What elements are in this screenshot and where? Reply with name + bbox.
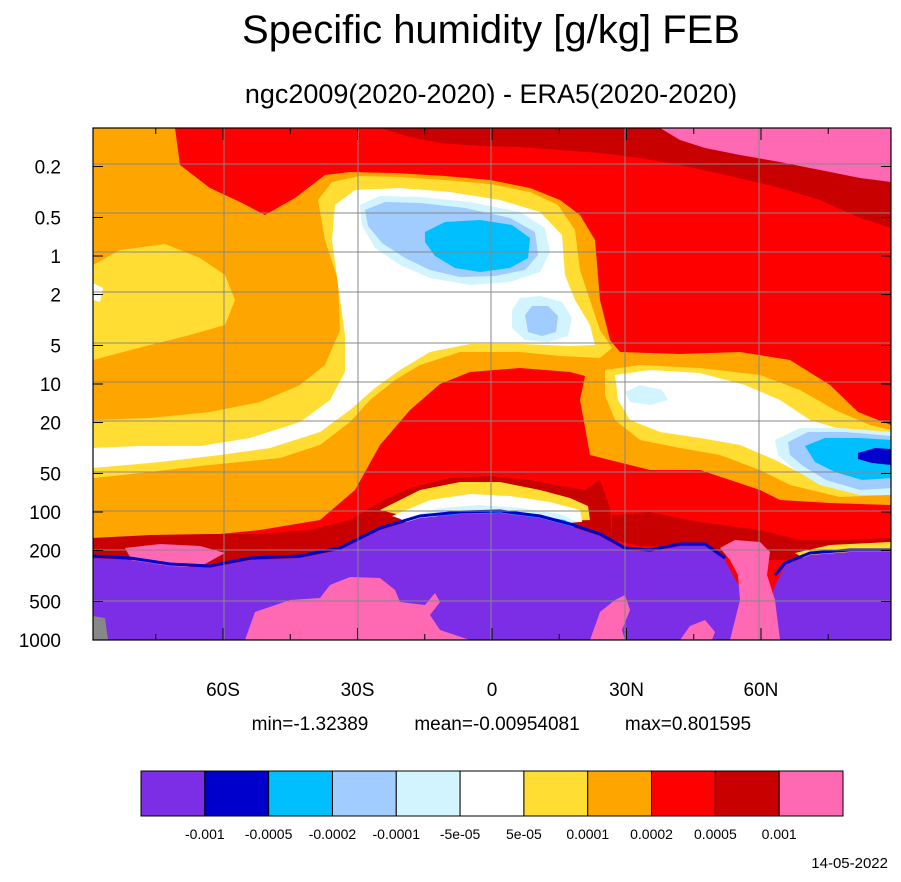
region-blue-right [858,448,891,465]
y-tick-label: 0.5 [35,208,61,229]
y-tick-label: 0.2 [35,158,61,179]
colorbar-swatch [459,770,525,817]
colorbar-label: -0.0001 [373,826,421,842]
x-tick-label: 30N [609,680,644,701]
y-tick-label: 1000 [19,631,61,652]
colorbar-swatch [395,770,461,817]
grid [93,128,891,640]
region-lightcyan-small [625,385,668,405]
colorbar-swatch [778,770,844,817]
colorbar-label: 0.0002 [630,826,673,842]
region-pink-plume [720,540,780,640]
y-tick-label: 200 [29,542,61,563]
y-tick-label: 100 [29,503,61,524]
region-deepsky-upper [425,220,530,272]
colorbar-label: 0.0005 [694,826,737,842]
colorbar-swatch [331,770,397,817]
colorbar: -0.001 -0.0005 -0.0002 -0.0001 -5e-05 5e-05 0.… [140,770,844,842]
region-missing [93,616,108,640]
stat-mean: mean=-0.00954081 [414,714,579,735]
region-pink-top [660,128,891,182]
x-tick-label: 30S [341,680,375,701]
colorbar-label: 5e-05 [506,826,542,842]
colorbar-swatch [523,770,589,817]
colorbar-label: -5e-05 [440,826,481,842]
x-tick-label: 0 [487,680,498,701]
colorbar-label: 0.0001 [566,826,609,842]
y-tick-label: 20 [40,414,61,435]
region-deepsky-right [805,438,891,480]
y-tick-label: 500 [29,592,61,613]
y-tick-label: 10 [40,375,61,396]
colorbar-swatch [587,770,653,817]
stat-max: max=0.801595 [625,714,751,735]
colorbar-swatch [204,770,270,817]
x-axis: 60S 30S 0 30N 60N [206,680,778,701]
chart-subtitle: ngc2009(2020-2020) - ERA5(2020-2020) [245,79,737,109]
region-pink-surface-mid [590,595,630,640]
region-purple-surface-left [93,513,745,640]
contour-field [93,128,891,640]
colorbar-swatch [714,770,780,817]
region-paleblue-mid [525,306,558,336]
region-yellow-left [93,244,235,360]
stat-min: min=-1.32389 [252,714,369,735]
colorbar-label: -0.0005 [245,826,293,842]
y-tick-label: 50 [40,464,61,485]
y-axis: 0.2 0.5 1 2 5 10 20 50 100 200 500 1000 [19,158,61,652]
colorbar-label: -0.0002 [309,826,357,842]
y-tick-label: 5 [50,336,61,357]
colorbar-swatch [140,770,206,817]
x-tick-label: 60S [206,680,240,701]
x-tick-label: 60N [744,680,779,701]
y-tick-label: 2 [50,286,61,307]
colorbar-swatch [651,770,716,817]
chart-title: Specific humidity [g/kg] FEB [242,8,740,52]
axis-ticks [93,128,891,641]
date-stamp: 14-05-2022 [811,855,888,872]
colorbar-swatch [268,770,333,817]
colorbar-label: -0.001 [185,826,225,842]
y-tick-label: 1 [50,247,61,268]
region-pink-small [680,620,715,640]
colorbar-label: 0.001 [762,826,797,842]
region-purple-surface-right [773,552,891,640]
